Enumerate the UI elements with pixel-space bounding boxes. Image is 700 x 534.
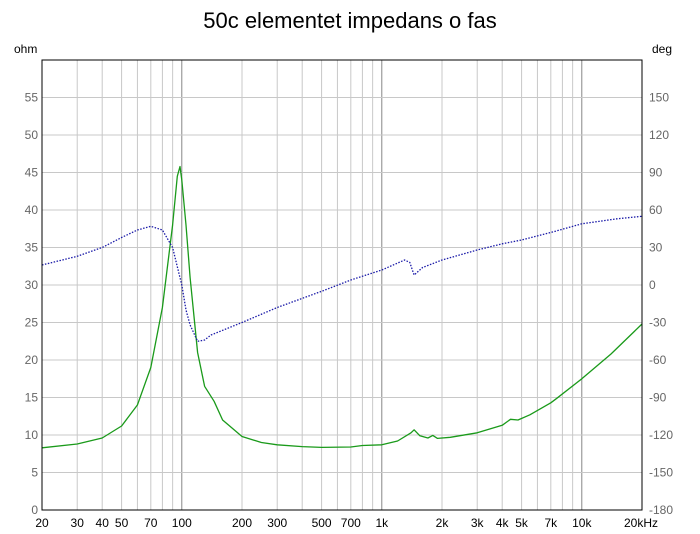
y-left-tick-label: 15 [25, 391, 39, 405]
axis-labels: 20 30 40 50 70 100 200 300 500 700 1k 2k 3k 4k 5k 7k 10k… [25, 91, 674, 531]
y-left-tick-label: 25 [25, 316, 39, 330]
x-tick-label: 100 [172, 516, 192, 530]
x-tick-label: 200 [232, 516, 252, 530]
x-tick-label: 40 [96, 516, 110, 530]
y-left-unit: ohm [14, 42, 37, 56]
x-tick-label: 20 [35, 516, 49, 530]
x-tick-label: 50 [115, 516, 129, 530]
plot-frame [41, 59, 643, 511]
x-tick-label: 5k [515, 516, 529, 530]
y-right-tick-label: -120 [649, 428, 673, 442]
y-left-tick-label: 5 [31, 466, 38, 480]
y-right-tick-label: 30 [649, 241, 663, 255]
y-right-tick-label: 60 [649, 203, 663, 217]
y-left-tick-label: 30 [25, 278, 39, 292]
x-tick-label: 7k [544, 516, 558, 530]
y-right-tick-label: -30 [649, 316, 667, 330]
y-right-tick-label: -60 [649, 353, 667, 367]
y-left-tick-label: 45 [25, 166, 39, 180]
x-tick-label: 20kHz [624, 516, 658, 530]
x-tick-label: 2k [436, 516, 450, 530]
y-right-unit: deg [652, 42, 672, 56]
y-left-tick-label: 40 [25, 203, 39, 217]
y-right-tick-label: 0 [649, 278, 656, 292]
x-tick-label: 500 [312, 516, 332, 530]
y-right-tick-label: -150 [649, 466, 673, 480]
y-right-tick-label: -180 [649, 503, 673, 517]
y-left-tick-label: 10 [25, 428, 39, 442]
phase-curve [41, 215, 643, 342]
impedance-curve [41, 165, 643, 449]
y-left-tick-label: 35 [25, 241, 39, 255]
x-tick-label: 70 [144, 516, 158, 530]
x-tick-label: 300 [267, 516, 287, 530]
x-tick-label: 4k [496, 516, 510, 530]
x-tick-label: 30 [71, 516, 85, 530]
y-left-tick-label: 50 [25, 128, 39, 142]
y-left-tick-label: 20 [25, 353, 39, 367]
x-tick-label: 3k [471, 516, 485, 530]
series-layer [41, 165, 643, 449]
x-tick-label: 1k [375, 516, 389, 530]
y-right-tick-label: -90 [649, 391, 667, 405]
x-tick-label: 700 [341, 516, 361, 530]
y-left-tick-label: 0 [31, 503, 38, 517]
y-left-tick-label: 55 [25, 91, 39, 105]
x-tick-label: 10k [572, 516, 592, 530]
y-right-tick-label: 120 [649, 128, 669, 142]
chart-title: 50c elementet impedans o fas [203, 8, 497, 33]
y-right-tick-label: 90 [649, 166, 663, 180]
y-right-tick-label: 150 [649, 91, 669, 105]
